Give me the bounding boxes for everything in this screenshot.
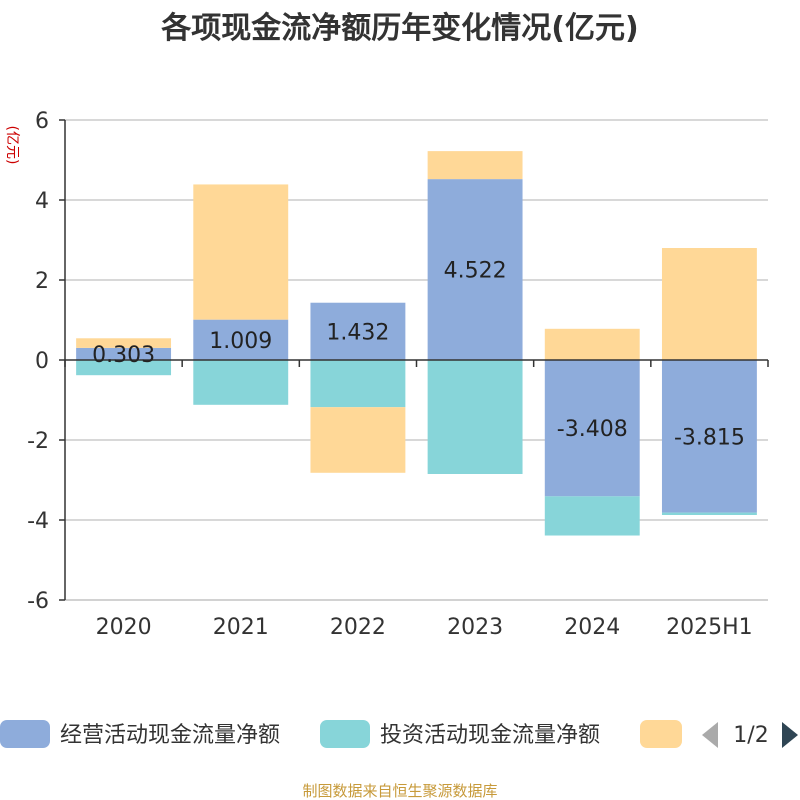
- data-label: -3.815: [674, 425, 745, 450]
- x-tick-label: 2023: [447, 615, 503, 640]
- legend-label: 投资活动现金流量净额: [380, 723, 600, 748]
- bar-series-3: [310, 407, 406, 473]
- bar-series-1: [544, 360, 640, 497]
- bar-series-1: [76, 347, 172, 360]
- axes: 6 4 2 0 -2 -4 -6 2020 2021 2022 2023 2024 2025H1: [27, 109, 769, 640]
- x-tick-label: 2022: [330, 615, 386, 640]
- y-tick-label: 0: [35, 349, 49, 374]
- bar-series-1: [661, 360, 757, 513]
- legend-swatch: [0, 720, 50, 748]
- data-labels: 0.303 1.009 1.432 4.522 -3.408 -3.815: [92, 259, 745, 451]
- bar-series-2: [427, 360, 523, 474]
- chart-title: 各项现金流净额历年变化情况(亿元): [160, 11, 638, 46]
- y-tick-label: 4: [35, 189, 49, 214]
- legend: 经营活动现金流量净额 投资活动现金流量净额 1/2: [0, 720, 798, 748]
- legend-label: 经营活动现金流量净额: [60, 723, 280, 748]
- y-tick-label: -2: [27, 429, 49, 454]
- x-tick-label: 2024: [564, 615, 620, 640]
- bar-series-3: [193, 184, 289, 320]
- legend-page-indicator: 1/2: [733, 723, 768, 748]
- legend-item-2[interactable]: 投资活动现金流量净额: [320, 720, 600, 748]
- y-tick-label: -4: [27, 509, 49, 534]
- bar-series-1: [310, 302, 406, 360]
- legend-item-3[interactable]: [640, 720, 682, 748]
- data-label: 1.432: [326, 320, 389, 345]
- y-tick-label: 2: [35, 269, 49, 294]
- data-label: 1.009: [209, 329, 272, 354]
- legend-next-page-icon[interactable]: [782, 722, 798, 748]
- legend-swatch: [640, 720, 682, 748]
- x-tick-label: 2020: [96, 615, 152, 640]
- y-tick-label: 6: [35, 109, 49, 134]
- bar-series-3: [544, 328, 640, 360]
- legend-swatch: [320, 720, 370, 748]
- bar-series-3: [427, 151, 523, 180]
- bar-series-2: [544, 496, 640, 536]
- data-label: -3.408: [557, 417, 628, 442]
- bar-series-2: [310, 360, 406, 408]
- bar-series-2: [76, 360, 172, 376]
- bar-series-1: [427, 179, 523, 360]
- y-axis-unit: (亿元): [4, 126, 20, 165]
- bar-series-3: [661, 248, 757, 360]
- y-tick-label: -6: [27, 589, 49, 614]
- bar-series-2: [193, 360, 289, 405]
- bar-series-1: [193, 319, 289, 360]
- x-tick-label: 2021: [213, 615, 269, 640]
- bar-series-3: [76, 338, 172, 348]
- legend-item-1[interactable]: 经营活动现金流量净额: [0, 720, 280, 748]
- grid-lines: [65, 119, 768, 601]
- source-note: 制图数据来自恒生聚源数据库: [302, 782, 497, 800]
- bars: [76, 151, 757, 536]
- data-label: 0.303: [92, 343, 155, 368]
- x-tick-label: 2025H1: [666, 615, 753, 640]
- data-label: 4.522: [444, 259, 507, 284]
- legend-prev-page-icon[interactable]: [702, 722, 718, 748]
- bar-series-2: [661, 512, 757, 515]
